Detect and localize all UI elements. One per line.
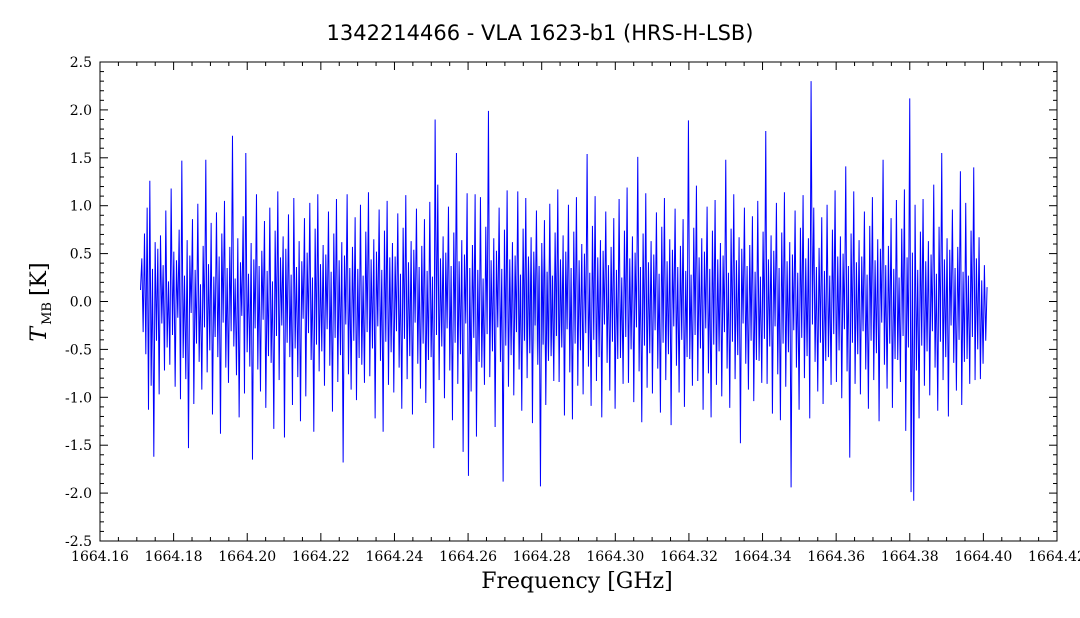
x-tick-label: 1664.26 (439, 549, 497, 565)
x-tick-label: 1664.18 (145, 549, 203, 565)
y-tick-label: -2.0 (65, 486, 92, 502)
y-tick-label: -1.0 (65, 390, 92, 406)
y-axis-unit: [K] (27, 262, 52, 296)
x-axis: 1664.16 1664.18 1664.20 1664.22 1664.24 1664.… (71, 62, 1080, 565)
x-tick-label: 1664.16 (71, 549, 129, 565)
x-tick-label: 1664.30 (586, 549, 644, 565)
y-axis-title: TMB [K] (27, 262, 55, 341)
y-tick-label: 2.0 (70, 103, 92, 119)
y-tick-label: 1.5 (70, 151, 92, 167)
x-tick-label: 1664.28 (513, 549, 571, 565)
y-axis-subscript: MB (40, 302, 55, 325)
x-tick-label: 1664.32 (660, 549, 718, 565)
x-tick-label: 1664.36 (807, 549, 865, 565)
y-tick-label: 0.0 (70, 295, 92, 311)
x-axis-title: Frequency [GHz] (481, 569, 673, 594)
spectrum-line-0 (139, 81, 988, 501)
y-axis-symbol: T (27, 325, 52, 342)
y-tick-label: 2.5 (70, 55, 92, 71)
x-tick-label: 1664.34 (734, 549, 792, 565)
x-tick-label: 1664.42 (1028, 549, 1080, 565)
x-tick-label: 1664.24 (366, 549, 424, 565)
y-tick-label: -0.5 (65, 342, 92, 358)
y-tick-label: 1.0 (70, 199, 92, 215)
y-tick-label: 0.5 (70, 247, 92, 263)
series-layer (139, 81, 988, 501)
y-tick-label: -2.5 (65, 534, 92, 550)
y-axis: 2.5 2.0 1.5 1.0 0.5 0.0 -0.5 -1.0 -1.5 -2.0 -2.5 (65, 55, 1057, 550)
x-tick-label: 1664.40 (954, 549, 1012, 565)
y-tick-label: -1.5 (65, 438, 92, 454)
x-tick-label: 1664.22 (292, 549, 350, 565)
x-tick-label: 1664.38 (881, 549, 939, 565)
chart-title: 1342214466 - VLA 1623-b1 (HRS-H-LSB) (327, 21, 754, 45)
x-tick-label: 1664.20 (218, 549, 276, 565)
